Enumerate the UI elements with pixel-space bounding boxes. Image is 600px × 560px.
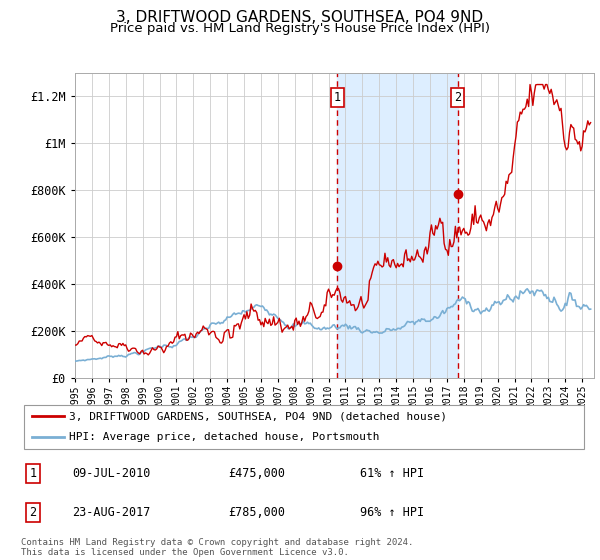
Text: £475,000: £475,000 [228, 466, 285, 480]
Text: 61% ↑ HPI: 61% ↑ HPI [360, 466, 424, 480]
Text: 1: 1 [334, 91, 341, 104]
Text: Price paid vs. HM Land Registry's House Price Index (HPI): Price paid vs. HM Land Registry's House … [110, 22, 490, 35]
Text: 23-AUG-2017: 23-AUG-2017 [72, 506, 151, 519]
Text: 96% ↑ HPI: 96% ↑ HPI [360, 506, 424, 519]
Text: 2: 2 [454, 91, 461, 104]
Text: 1: 1 [29, 466, 37, 480]
Text: 3, DRIFTWOOD GARDENS, SOUTHSEA, PO4 9ND: 3, DRIFTWOOD GARDENS, SOUTHSEA, PO4 9ND [116, 10, 484, 25]
Text: Contains HM Land Registry data © Crown copyright and database right 2024.
This d: Contains HM Land Registry data © Crown c… [21, 538, 413, 557]
Text: £785,000: £785,000 [228, 506, 285, 519]
Text: 3, DRIFTWOOD GARDENS, SOUTHSEA, PO4 9ND (detached house): 3, DRIFTWOOD GARDENS, SOUTHSEA, PO4 9ND … [69, 411, 447, 421]
FancyBboxPatch shape [24, 405, 584, 449]
Text: 09-JUL-2010: 09-JUL-2010 [72, 466, 151, 480]
Text: HPI: Average price, detached house, Portsmouth: HPI: Average price, detached house, Port… [69, 432, 380, 442]
Text: 2: 2 [29, 506, 37, 519]
Bar [337, 73, 458, 378]
